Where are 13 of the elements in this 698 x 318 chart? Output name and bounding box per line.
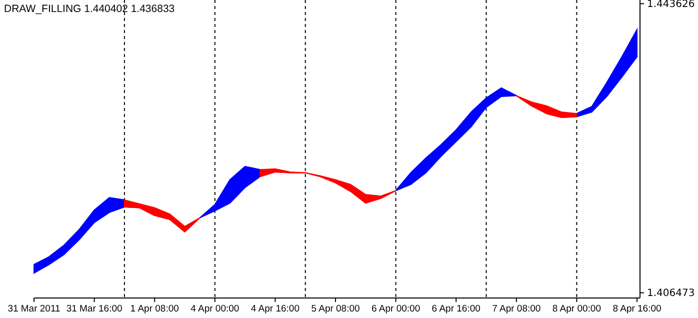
x-tick-label: 4 Apr 16:00: [250, 304, 300, 315]
y-tick-label: 1.406473: [647, 288, 695, 299]
x-tick-label: 6 Apr 00:00: [371, 304, 420, 315]
x-tick-label: 31 Mar 16:00: [66, 304, 122, 315]
x-tick-label: 31 Mar 2011: [8, 304, 60, 315]
x-tick-label: 8 Apr 00:00: [552, 304, 602, 315]
x-tick-label: 5 Apr 08:00: [311, 304, 360, 315]
x-tick-label: 4 Apr 00:00: [190, 304, 240, 315]
x-tick-label: 1 Apr 08:00: [130, 304, 179, 315]
x-tick-label: 8 Apr 16:00: [612, 304, 662, 315]
x-tick-label: 7 Apr 08:00: [492, 304, 541, 315]
chart-title: DRAW_FILLING 1.440402 1.436833: [4, 3, 175, 15]
x-tick-label: 6 Apr 16:00: [432, 304, 480, 315]
